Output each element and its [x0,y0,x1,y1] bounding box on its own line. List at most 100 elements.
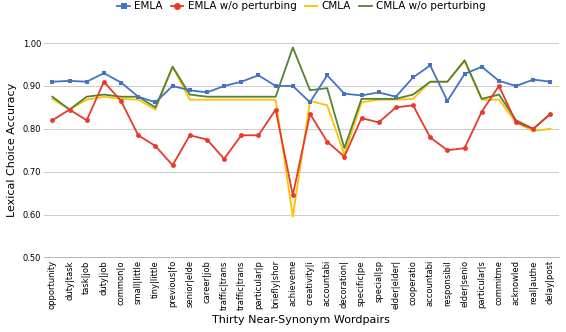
CMLA [101,95,108,99]
Line: CMLA w/o perturbing: CMLA w/o perturbing [53,47,551,148]
CMLA [392,98,399,102]
EMLA [204,90,211,94]
EMLA [83,80,90,84]
EMLA [49,80,56,84]
EMLA [341,92,348,96]
EMLA [513,84,520,88]
EMLA w/o perturbing [478,110,485,114]
CMLA [289,215,296,219]
CMLA [221,98,228,102]
EMLA w/o perturbing [272,108,279,112]
CMLA w/o perturbing [375,97,382,101]
EMLA w/o perturbing [135,133,142,137]
CMLA [83,98,90,102]
EMLA w/o perturbing [324,140,331,144]
EMLA [307,100,314,104]
EMLA w/o perturbing [461,146,468,150]
CMLA w/o perturbing [186,93,193,97]
CMLA [307,99,314,103]
CMLA w/o perturbing [66,108,73,112]
EMLA [547,80,554,84]
CMLA [341,152,348,156]
EMLA w/o perturbing [496,84,503,88]
CMLA w/o perturbing [410,93,417,97]
EMLA w/o perturbing [427,135,434,139]
CMLA [444,80,451,84]
EMLA [255,73,262,77]
CMLA [478,98,485,102]
CMLA [204,98,211,102]
EMLA [101,71,108,75]
CMLA w/o perturbing [341,146,348,150]
EMLA [186,88,193,92]
EMLA w/o perturbing [101,80,108,84]
CMLA [238,98,245,102]
EMLA w/o perturbing [444,148,451,152]
CMLA w/o perturbing [49,95,56,99]
X-axis label: Thirty Near-Synonym Wordpairs: Thirty Near-Synonym Wordpairs [212,315,391,325]
CMLA w/o perturbing [496,93,503,97]
CMLA w/o perturbing [307,88,314,92]
CMLA [118,97,125,101]
CMLA w/o perturbing [83,95,90,99]
CMLA w/o perturbing [324,86,331,90]
EMLA [66,79,73,83]
CMLA w/o perturbing [221,95,228,99]
CMLA [427,80,434,84]
EMLA w/o perturbing [238,133,245,137]
EMLA w/o perturbing [204,137,211,141]
EMLA [410,75,417,79]
CMLA [272,98,279,102]
CMLA w/o perturbing [547,112,554,116]
EMLA [358,93,365,97]
EMLA w/o perturbing [49,118,56,122]
CMLA w/o perturbing [444,80,451,84]
EMLA w/o perturbing [358,116,365,120]
EMLA w/o perturbing [513,121,520,124]
CMLA w/o perturbing [169,65,176,69]
EMLA [444,99,451,103]
EMLA [221,84,228,88]
EMLA [392,95,399,99]
EMLA w/o perturbing [375,121,382,124]
CMLA [324,103,331,107]
CMLA w/o perturbing [135,95,142,99]
CMLA [461,59,468,63]
Line: EMLA w/o perturbing: EMLA w/o perturbing [50,79,553,198]
CMLA [496,98,503,102]
EMLA w/o perturbing [392,106,399,110]
Legend: EMLA, EMLA w/o perturbing, CMLA, CMLA w/o perturbing: EMLA, EMLA w/o perturbing, CMLA, CMLA w/… [118,1,486,11]
CMLA w/o perturbing [513,118,520,122]
EMLA w/o perturbing [152,144,159,148]
EMLA [238,80,245,84]
CMLA w/o perturbing [358,97,365,101]
EMLA [461,72,468,76]
CMLA w/o perturbing [392,97,399,101]
CMLA w/o perturbing [204,95,211,99]
EMLA w/o perturbing [118,99,125,103]
CMLA w/o perturbing [427,80,434,84]
EMLA w/o perturbing [83,118,90,122]
EMLA w/o perturbing [186,133,193,137]
CMLA [255,98,262,102]
EMLA [272,84,279,88]
CMLA [135,98,142,102]
EMLA [135,95,142,99]
CMLA w/o perturbing [289,45,296,49]
CMLA w/o perturbing [530,127,537,131]
EMLA w/o perturbing [255,133,262,137]
Line: EMLA: EMLA [50,63,553,105]
EMLA w/o perturbing [530,127,537,131]
EMLA w/o perturbing [66,108,73,112]
CMLA [169,65,176,69]
EMLA [289,84,296,88]
Line: CMLA: CMLA [53,61,551,217]
CMLA [375,98,382,102]
CMLA w/o perturbing [461,58,468,62]
CMLA w/o perturbing [478,97,485,101]
CMLA [530,129,537,133]
CMLA w/o perturbing [152,106,159,110]
EMLA [427,63,434,67]
CMLA [66,108,73,112]
EMLA w/o perturbing [410,103,417,107]
